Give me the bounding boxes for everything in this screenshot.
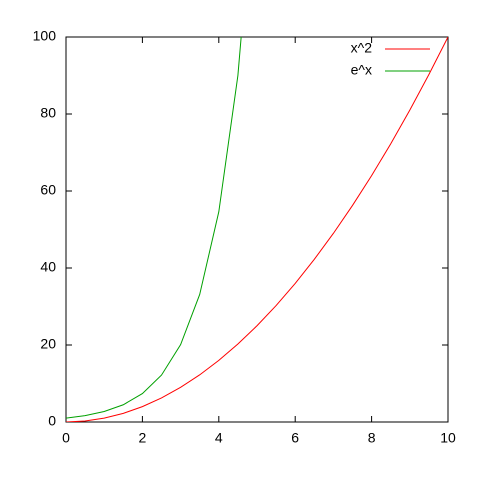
y-tick-label: 60: [40, 182, 56, 198]
x-tick-label: 0: [62, 430, 70, 446]
y-tick-label: 100: [33, 28, 57, 44]
y-tick-label: 20: [40, 336, 56, 352]
series-line: [66, 37, 448, 422]
x-tick-label: 6: [291, 430, 299, 446]
legend-label: e^x: [351, 62, 372, 78]
y-tick-label: 0: [48, 413, 56, 429]
series-line: [66, 37, 242, 419]
y-tick-label: 80: [40, 105, 56, 121]
x-tick-label: 4: [215, 430, 223, 446]
x-tick-label: 8: [368, 430, 376, 446]
plot-frame: [65, 36, 449, 423]
x-tick-label: 10: [440, 430, 456, 446]
y-tick-label: 40: [40, 259, 56, 275]
plot-area: [66, 37, 448, 422]
legend-label: x^2: [351, 40, 373, 56]
x-tick-label: 2: [139, 430, 147, 446]
